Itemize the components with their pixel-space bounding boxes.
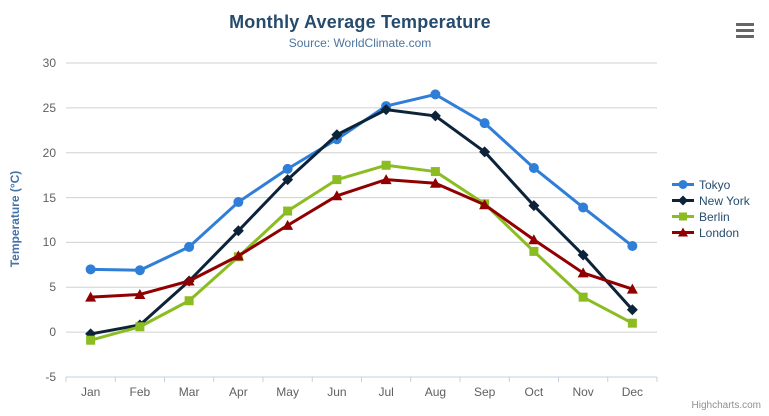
data-point-london[interactable]	[183, 275, 195, 286]
data-point-berlin[interactable]	[430, 167, 440, 177]
data-point-new-york[interactable]	[626, 304, 638, 316]
hamburger-menu-icon[interactable]	[733, 20, 757, 44]
x-axis-label: Jun	[327, 385, 347, 399]
data-point-tokyo[interactable]	[528, 162, 539, 173]
x-axis-label: Sep	[473, 385, 496, 399]
data-point-london[interactable]	[134, 288, 146, 299]
data-point-berlin[interactable]	[283, 206, 293, 216]
y-axis-label: 20	[42, 145, 56, 160]
data-point-london[interactable]	[232, 250, 244, 261]
data-point-london[interactable]	[528, 234, 540, 245]
data-point-new-york[interactable]	[380, 104, 392, 116]
legend-marker-triangle-icon	[672, 227, 694, 237]
data-point-london[interactable]	[577, 267, 589, 278]
y-axis-label: 30	[42, 56, 56, 70]
data-point-new-york[interactable]	[331, 129, 343, 141]
data-point-berlin[interactable]	[135, 322, 145, 332]
x-axis-label: Jan	[80, 385, 101, 399]
series-line-berlin[interactable]	[89, 163, 634, 342]
data-point-berlin[interactable]	[332, 175, 342, 185]
data-point-tokyo[interactable]	[282, 163, 293, 174]
credits-link[interactable]: Highcharts.com	[691, 400, 761, 411]
series-line-london[interactable]	[89, 178, 634, 299]
data-point-london[interactable]	[479, 199, 491, 210]
x-axis-label: Jul	[378, 385, 394, 399]
data-point-london[interactable]	[429, 177, 441, 188]
y-axis-label: 10	[42, 235, 56, 250]
chart-title: Monthly Average Temperature	[229, 12, 491, 32]
chart-subtitle: Source: WorldClimate.com	[288, 36, 432, 50]
data-point-tokyo[interactable]	[430, 89, 441, 100]
legend-label: London	[699, 225, 740, 240]
x-axis-label: May	[276, 385, 299, 399]
x-axis-label: Aug	[424, 385, 447, 399]
x-axis-label: Mar	[178, 385, 200, 399]
data-point-new-york[interactable]	[528, 200, 540, 212]
y-axis-label: 0	[49, 325, 56, 340]
data-point-tokyo[interactable]	[578, 202, 589, 213]
legend-item-tokyo[interactable]: Tokyo	[672, 177, 750, 192]
data-point-berlin[interactable]	[184, 296, 194, 306]
x-axis-label: Feb	[129, 385, 151, 399]
data-point-new-york[interactable]	[479, 146, 491, 158]
data-point-berlin[interactable]	[529, 246, 539, 256]
legend-marker-diamond-icon	[672, 195, 694, 206]
data-point-london[interactable]	[380, 174, 392, 185]
data-point-tokyo[interactable]	[184, 241, 195, 252]
data-point-berlin[interactable]	[381, 160, 391, 170]
legend-item-berlin[interactable]: Berlin	[672, 209, 750, 224]
series-line-new-york[interactable]	[89, 108, 634, 336]
legend-label: Tokyo	[699, 177, 731, 192]
data-point-london[interactable]	[626, 283, 638, 294]
data-point-berlin[interactable]	[86, 335, 96, 345]
data-point-new-york[interactable]	[282, 174, 294, 186]
x-axis-label: Nov	[572, 385, 594, 399]
data-point-london[interactable]	[85, 291, 97, 302]
data-point-new-york[interactable]	[577, 249, 589, 261]
data-point-tokyo[interactable]	[233, 197, 244, 208]
legend-item-london[interactable]: London	[672, 225, 750, 240]
legend: Tokyo New York Berlin London	[672, 177, 750, 240]
legend-item-new-york[interactable]: New York	[672, 193, 750, 208]
hamburger-bar	[736, 23, 754, 26]
legend-marker-square-icon	[672, 212, 694, 221]
hamburger-bar	[736, 29, 754, 32]
data-point-berlin[interactable]	[578, 292, 588, 302]
hamburger-bar	[736, 35, 754, 38]
data-point-tokyo[interactable]	[479, 118, 490, 129]
y-axis-label: 25	[42, 100, 56, 115]
y-axis-label: 5	[49, 280, 56, 295]
x-axis-label: Oct	[524, 385, 544, 399]
y-axis-label: -5	[45, 370, 56, 384]
data-point-tokyo[interactable]	[627, 241, 638, 252]
legend-label: New York	[699, 193, 750, 208]
data-point-london[interactable]	[331, 190, 343, 201]
legend-marker-circle-icon	[672, 180, 694, 189]
x-axis-label: Dec	[621, 385, 644, 399]
data-point-london[interactable]	[282, 219, 294, 230]
data-point-berlin[interactable]	[627, 318, 637, 328]
legend-label: Berlin	[699, 209, 730, 224]
data-point-new-york[interactable]	[429, 110, 441, 122]
data-point-new-york[interactable]	[232, 225, 244, 237]
data-point-tokyo[interactable]	[85, 264, 96, 275]
x-axis-label: Apr	[229, 385, 248, 399]
y-axis-label: 15	[42, 190, 56, 205]
data-point-tokyo[interactable]	[134, 265, 145, 276]
